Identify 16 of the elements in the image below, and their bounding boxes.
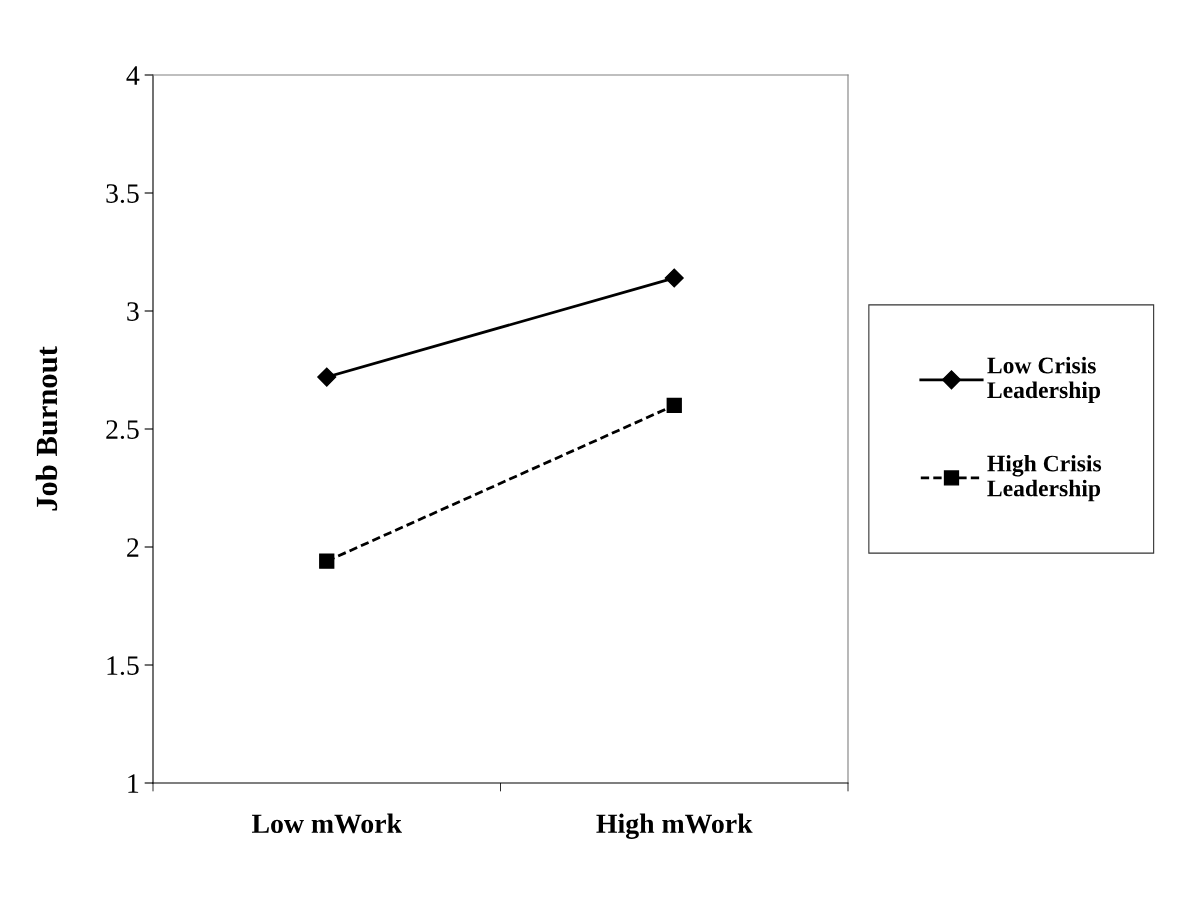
- y-tick-label: 2.5: [106, 420, 139, 440]
- y-tick-label: 1: [128, 774, 139, 793]
- legend-label: High Crisis Leadership: [987, 454, 1102, 502]
- y-tick-label: 4: [126, 66, 140, 85]
- y-tick-label: 1.5: [107, 656, 139, 676]
- y-tick-label: 3: [127, 302, 139, 321]
- y-tick-label: 2: [127, 538, 139, 557]
- y-axis-title: Job Burnout: [35, 346, 58, 511]
- legend-label: Low Crisis Leadership: [987, 356, 1101, 403]
- point: [664, 268, 684, 288]
- point: [319, 553, 335, 569]
- y-tick-label: 3.5: [106, 184, 139, 204]
- x-tick-label: High mWork: [596, 813, 753, 839]
- point: [317, 367, 337, 387]
- x-tick-label: Low mWork: [251, 813, 402, 834]
- point: [666, 397, 682, 414]
